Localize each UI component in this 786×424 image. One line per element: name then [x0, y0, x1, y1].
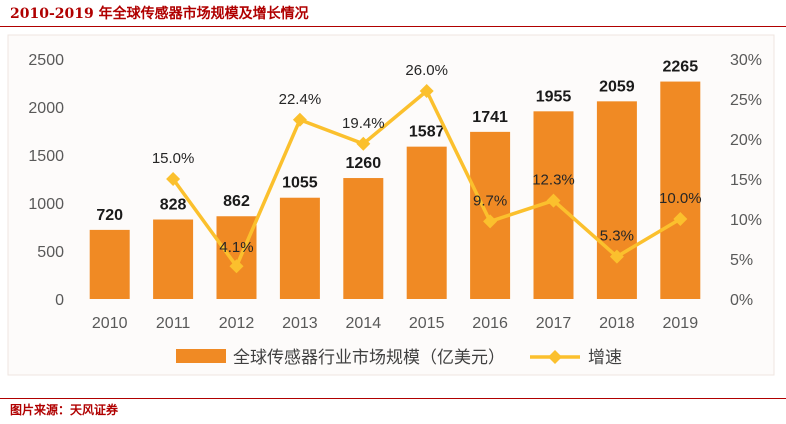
bar	[343, 178, 384, 299]
bar	[406, 146, 447, 299]
y-right-tick-label: 25%	[730, 92, 762, 109]
growth-point-label: 5.3%	[600, 228, 634, 245]
bar	[153, 219, 194, 299]
figure-title: 2010-2019 年全球传感器市场规模及增长情况	[10, 6, 309, 22]
x-tick-label: 2012	[219, 315, 255, 332]
growth-point	[166, 172, 181, 186]
bar	[216, 216, 257, 299]
y-left-tick-label: 2500	[28, 52, 64, 69]
x-tick-label: 2018	[599, 315, 635, 332]
y-left-tick-label: 2000	[28, 100, 64, 117]
source-rule	[0, 398, 786, 399]
x-tick-label: 2011	[156, 315, 191, 332]
y-right-tick-label: 10%	[730, 212, 762, 229]
bar-value-label: 720	[96, 207, 123, 224]
source-note: 图片来源：天风证券	[10, 403, 119, 417]
title-rule	[0, 26, 786, 27]
y-left-tick-label: 0	[55, 292, 64, 309]
growth-point-label: 19.4%	[342, 115, 385, 132]
bar-value-label: 2059	[599, 78, 635, 95]
legend-line-marker	[548, 350, 562, 364]
growth-point	[292, 112, 307, 127]
y-right-tick-label: 15%	[730, 172, 762, 189]
growth-point	[546, 193, 561, 208]
x-tick-label: 2017	[536, 315, 572, 332]
growth-point-label: 12.3%	[532, 172, 575, 189]
bar-value-label: 862	[223, 193, 250, 210]
bar	[89, 229, 130, 299]
bar	[660, 81, 701, 299]
y-right-tick-label: 20%	[730, 132, 762, 149]
chart-panel	[7, 34, 775, 376]
x-tick-label: 2016	[472, 315, 508, 332]
growth-point	[419, 84, 434, 98]
growth-point	[356, 136, 371, 151]
y-left-tick-label: 500	[37, 244, 64, 261]
growth-point-label: 22.4%	[279, 91, 322, 108]
growth-point-label: 26.0%	[405, 62, 448, 79]
y-left-tick-label: 1000	[28, 196, 64, 213]
growth-point-label: 4.1%	[219, 239, 253, 256]
bar-value-label: 1055	[282, 175, 318, 192]
y-right-tick-label: 0%	[730, 292, 753, 309]
x-tick-label: 2015	[409, 315, 445, 332]
growth-point-label: 9.7%	[473, 192, 507, 209]
growth-point	[673, 212, 688, 226]
y-left-tick-label: 1500	[28, 148, 64, 165]
legend-bar-label: 全球传感器行业市场规模（亿美元）	[233, 348, 505, 367]
x-tick-label: 2013	[282, 315, 318, 332]
bar-value-label: 1955	[536, 88, 572, 105]
bar-line-chart: 0 500 1000 1500 2000 2500 0% 5% 10% 15% 20% 25% 30% 7…	[7, 34, 775, 376]
legend-line-label: 增速	[588, 348, 622, 367]
x-tick-label: 2014	[346, 315, 382, 332]
y-right-tick-label: 5%	[730, 252, 753, 269]
bar	[279, 197, 320, 299]
legend-bar-swatch	[176, 349, 226, 363]
y-right-tick-label: 30%	[730, 52, 762, 69]
bar-value-label: 1741	[472, 109, 508, 126]
x-tick-label: 2010	[92, 315, 128, 332]
bar-value-label: 2265	[663, 59, 699, 76]
growth-point-label: 10.0%	[659, 190, 702, 207]
x-tick-label: 2019	[663, 315, 699, 332]
growth-point	[483, 214, 498, 229]
bar	[596, 101, 637, 299]
growth-point	[229, 259, 244, 274]
bar-value-label: 1260	[346, 155, 382, 172]
bar-value-label: 1587	[409, 124, 445, 141]
growth-point-label: 15.0%	[152, 150, 195, 167]
growth-point	[609, 249, 624, 264]
bar-value-label: 828	[160, 197, 187, 214]
